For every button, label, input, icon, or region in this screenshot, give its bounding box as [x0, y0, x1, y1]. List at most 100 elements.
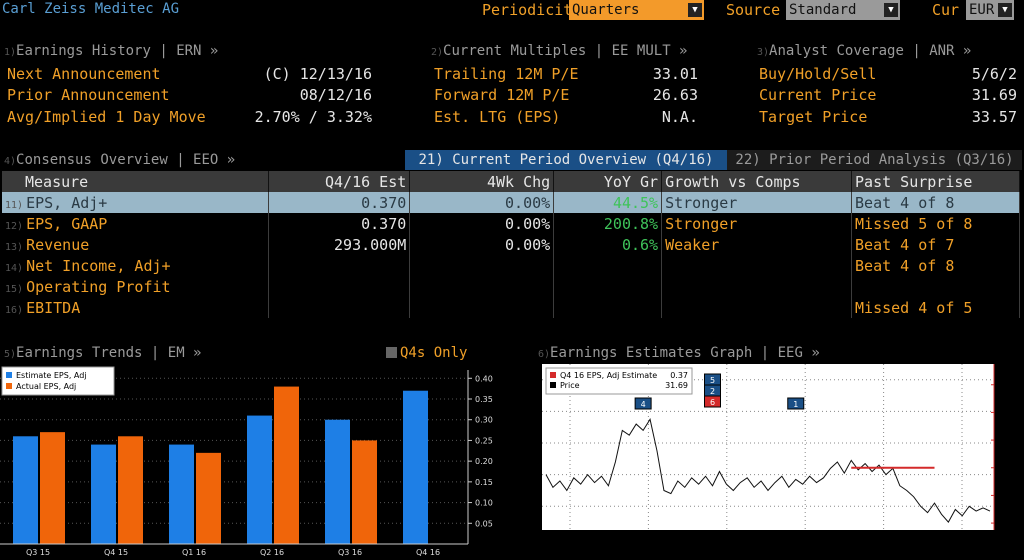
left-tick-label: 38.00	[516, 407, 539, 416]
col-yoy-gr[interactable]: YoY Gr	[553, 171, 663, 192]
y-tick-label: 0.15	[475, 478, 493, 487]
tab-current-period[interactable]: 21) Current Period Overview (Q4/16)	[405, 150, 727, 170]
event-marker[interactable]	[704, 395, 721, 408]
est-ltg-label: Est. LTG (EPS)	[434, 108, 561, 126]
right-tick-label: 0.368	[998, 491, 1021, 500]
left-tick-label: 32.00	[516, 502, 539, 511]
consensus-table: Measure Q4/16 Est 4Wk Chg YoY Gr Growth …	[2, 171, 1020, 318]
event-marker[interactable]	[787, 397, 805, 410]
periodicity-dropdown[interactable]: Quarters ▼	[569, 0, 704, 20]
col-past-surprise[interactable]: Past Surprise	[851, 171, 1020, 192]
x-tick-label: Q3 16	[338, 548, 362, 557]
legend-label-estimate: Estimate EPS, Adj	[16, 371, 87, 380]
current-multiples-link[interactable]: 2)Current Multiples | EE MULT »	[431, 43, 688, 59]
chevron-down-icon: ▼	[688, 3, 702, 17]
x-tick-label: Q3 15	[26, 548, 50, 557]
col-4wk-chg[interactable]: 4Wk Chg	[409, 171, 555, 192]
right-tick-label: 0.366	[998, 519, 1021, 528]
table-row[interactable]: 16) EBITDA Missed 4 of 5	[2, 297, 1020, 318]
y-tick-label: 0.20	[475, 457, 493, 466]
x-tick-label: Sep	[798, 534, 813, 543]
legend-swatch-actual	[6, 383, 12, 389]
next-announcement-label: Next Announcement	[7, 65, 161, 83]
measure-cell: Net Income, Adj+	[26, 256, 171, 275]
earnings-history-link[interactable]: 1)Earnings History | ERN »	[4, 43, 219, 59]
bar-estimate	[169, 444, 194, 544]
legend-swatch-estimate	[550, 372, 556, 378]
currency-dropdown[interactable]: EUR ▼	[966, 0, 1014, 20]
legend-swatch-price	[550, 382, 556, 388]
next-announcement-value: (C) 12/13/16	[263, 65, 372, 83]
table-row[interactable]: 14) Net Income, Adj+ Beat 4 of 8	[2, 255, 1020, 276]
x-tick-label: Aug	[719, 534, 735, 543]
avg-implied-move-value: 2.70% / 3.32%	[254, 108, 372, 126]
bar-estimate	[91, 444, 116, 544]
measure-cell: Operating Profit	[26, 277, 171, 296]
chevron-down-icon: ▼	[884, 3, 898, 17]
target-price-value: 33.57	[971, 108, 1017, 126]
col-measure[interactable]: Measure	[2, 171, 270, 192]
event-marker-label: 2	[710, 387, 715, 396]
bar-actual	[352, 440, 377, 544]
table-row[interactable]: 13) Revenue 293.000M 0.00% 0.6% Weaker Be…	[2, 234, 1020, 255]
x-tick-label: Q2 16	[260, 548, 284, 557]
event-marker-label: 4	[641, 400, 646, 409]
chevron-down-icon: ▼	[998, 3, 1012, 17]
x-tick-label: Q4 15	[104, 548, 128, 557]
legend-value-price: 31.69	[665, 381, 688, 390]
legend-label-price: Price	[560, 381, 580, 390]
source-label: Source	[726, 1, 781, 19]
trailing-pe-value: 33.01	[652, 65, 698, 83]
table-row[interactable]: 15) Operating Profit	[2, 276, 1020, 297]
price-line	[545, 418, 991, 523]
checkbox-icon	[386, 347, 397, 358]
left-tick-label: 34.00	[516, 471, 539, 480]
bar-actual	[118, 436, 143, 544]
event-marker-label: 5	[710, 376, 715, 385]
est-ltg-value: N.A.	[661, 108, 698, 126]
forward-pe-label: Forward 12M P/E	[434, 86, 570, 104]
forward-pe-value: 26.63	[652, 86, 698, 104]
bar-estimate	[403, 390, 428, 544]
source-dropdown[interactable]: Standard ▼	[786, 0, 900, 20]
bar-actual	[274, 386, 299, 544]
chart-legend: Estimate EPS, Adj Actual EPS, Adj	[1, 366, 115, 396]
consensus-overview-link[interactable]: 4)Consensus Overview | EEO »	[4, 152, 236, 168]
current-price-label: Current Price	[759, 86, 877, 104]
x-tick-label: Q4 16	[416, 548, 440, 557]
earnings-trends-link[interactable]: 5)Earnings Trends | EM »	[4, 345, 202, 361]
left-tick-label: 40.00	[516, 376, 539, 385]
table-row[interactable]: 12) EPS, GAAP 0.370 0.00% 200.8% Stronger…	[2, 213, 1020, 234]
event-marker[interactable]	[634, 397, 652, 410]
analyst-coverage-link[interactable]: 3)Analyst Coverage | ANR »	[757, 43, 972, 59]
prior-announcement-label: Prior Announcement	[7, 86, 170, 104]
legend-label-actual: Actual EPS, Adj	[16, 382, 76, 391]
bar-actual	[40, 432, 65, 544]
right-tick-label: 0.370	[998, 464, 1021, 473]
target-price-label: Target Price	[759, 108, 868, 126]
event-marker-label: 6	[710, 398, 715, 407]
y-tick-label: 0.40	[475, 374, 493, 383]
x-tick-label: Q1 16	[182, 548, 206, 557]
x-year-label: 2016	[755, 544, 775, 553]
right-tick-label: 0.372	[998, 436, 1021, 445]
bar-estimate	[13, 436, 38, 544]
q4s-only-toggle[interactable]: Q4s Only	[386, 345, 467, 361]
measure-cell: EPS, GAAP	[26, 214, 108, 233]
measure-cell: EPS, Adj+	[26, 193, 108, 212]
periodicity-value: Quarters	[572, 2, 640, 18]
tab-prior-period[interactable]: 22) Prior Period Analysis (Q3/16)	[727, 150, 1022, 170]
right-tick-label: 0.376	[998, 381, 1021, 390]
col-est[interactable]: Q4/16 Est	[268, 171, 411, 192]
currency-value: EUR	[969, 2, 995, 18]
currency-label: Cur	[932, 1, 960, 19]
legend-swatch-estimate	[6, 372, 12, 378]
col-growth-vs-comps[interactable]: Growth vs Comps	[661, 171, 853, 192]
periodicity-label: Periodicity	[482, 1, 582, 19]
chart-legend: Q4 16 EPS, Adj Estimate 0.37 Price 31.69	[545, 367, 693, 395]
earnings-graph-link[interactable]: 6)Earnings Estimates Graph | EEG »	[538, 345, 820, 361]
table-row[interactable]: 11) EPS, Adj+ 0.370 0.00% 44.5% Stronger …	[2, 192, 1020, 213]
y-tick-label: 0.25	[475, 436, 493, 445]
source-value: Standard	[789, 2, 857, 18]
earnings-trends-chart: 0.05 0.10 0.15 0.20 0.25 0.30 0.35 0.40 Q3 15 Q4…	[0, 366, 493, 557]
